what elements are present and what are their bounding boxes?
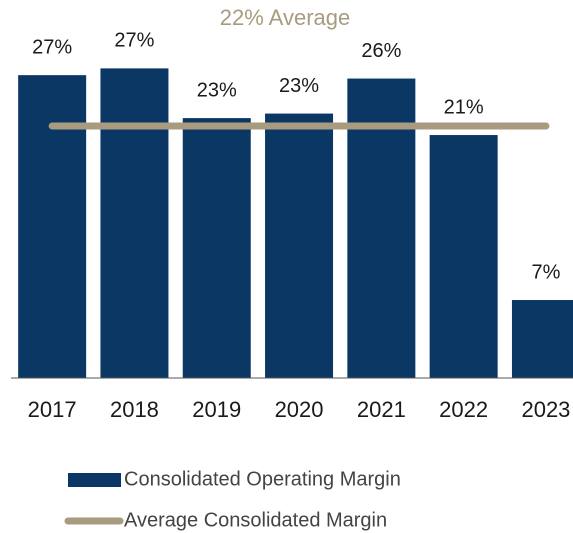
average-annotation: 22% Average — [220, 5, 350, 30]
x-tick-label: 2019 — [192, 397, 241, 422]
legend-swatch — [68, 473, 121, 487]
value-label: 26% — [361, 40, 401, 62]
x-tick-label: 2021 — [357, 397, 406, 422]
x-tick-label: 2022 — [439, 397, 488, 422]
bar — [100, 68, 169, 378]
bar — [265, 113, 334, 378]
value-label: 23% — [279, 75, 319, 97]
bar — [511, 300, 573, 378]
legend-label: Consolidated Operating Margin — [124, 468, 401, 490]
x-tick-label: 2017 — [28, 397, 77, 422]
x-tick-label: 2020 — [275, 397, 324, 422]
value-label: 27% — [114, 30, 154, 52]
value-label: 23% — [197, 79, 237, 101]
value-label: 21% — [444, 96, 484, 118]
value-label: 27% — [32, 36, 72, 58]
bar — [429, 135, 498, 378]
x-tick-label: 2023 — [521, 397, 570, 422]
x-tick-label: 2018 — [110, 397, 159, 422]
value-label: 7% — [531, 261, 560, 283]
bar — [18, 75, 87, 378]
bar — [182, 118, 251, 378]
legend-label: Average Consolidated Margin — [124, 509, 387, 531]
